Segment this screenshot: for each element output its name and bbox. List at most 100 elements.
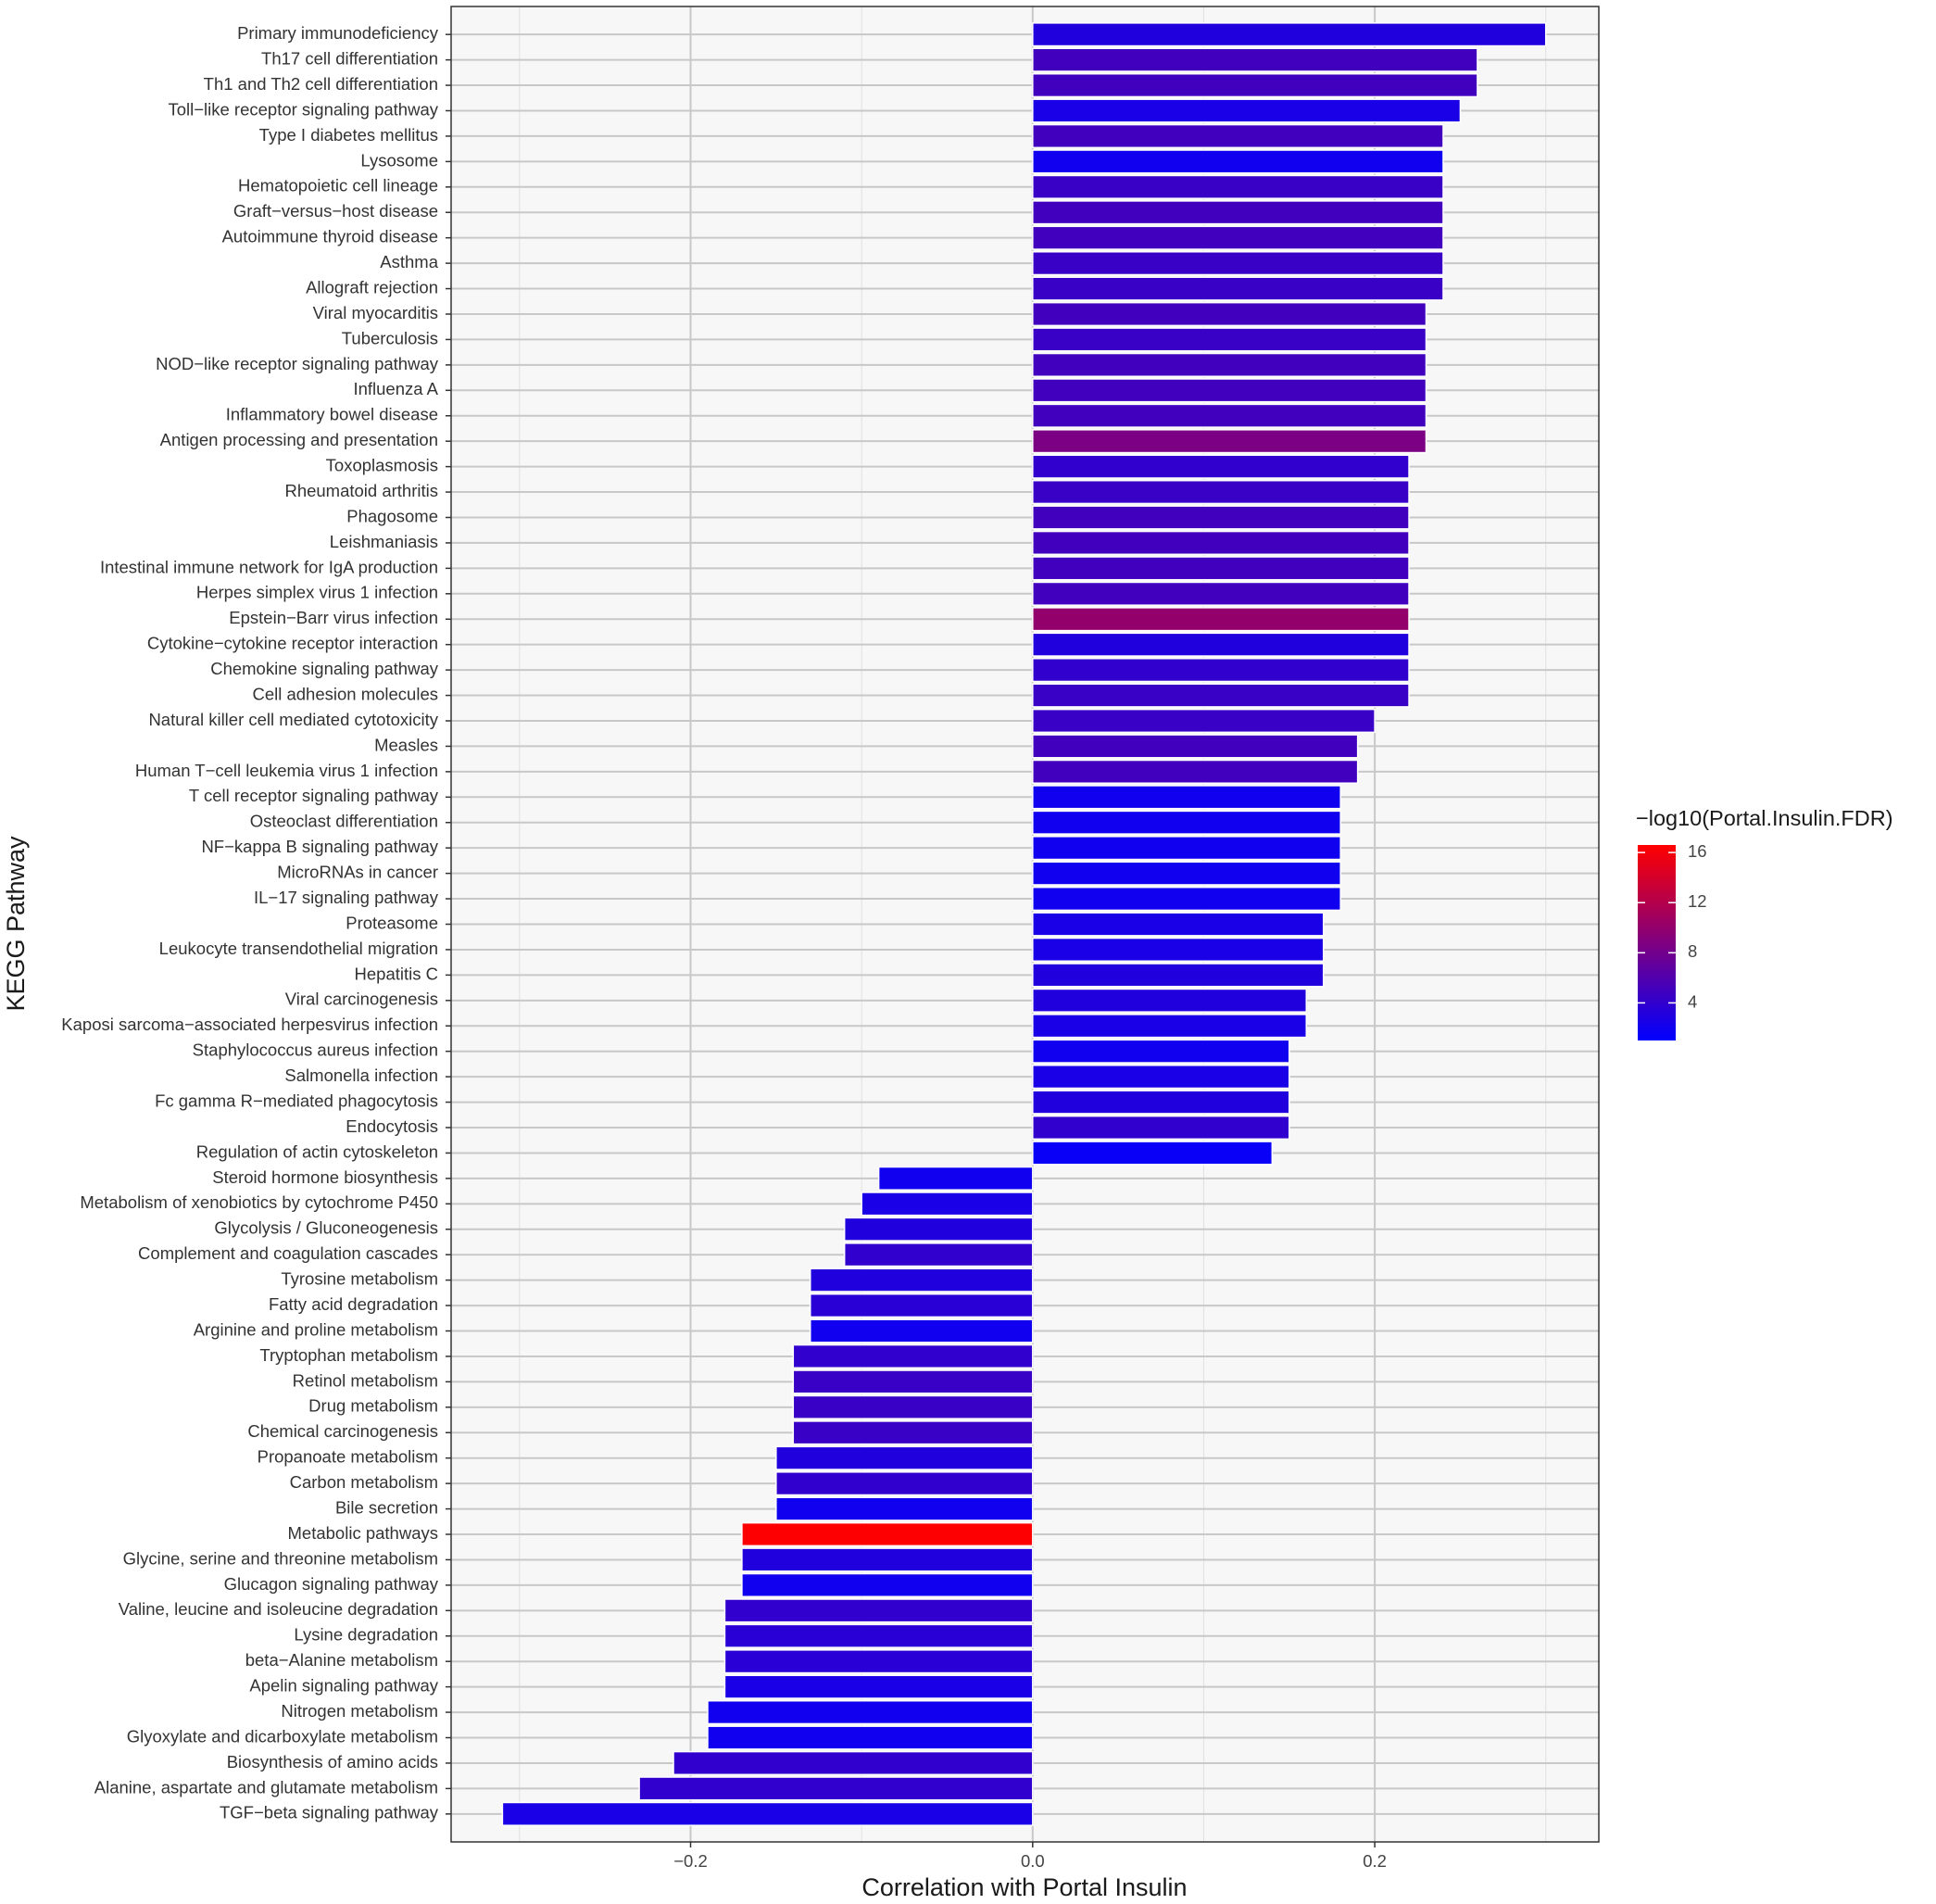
bar [1032,683,1410,708]
bar [1032,658,1410,683]
y-tick-label: Hematopoietic cell lineage [238,176,438,195]
bar [1032,988,1307,1013]
y-tick-label: Graft−versus−host disease [233,201,438,221]
colorbar-tick-label: 8 [1688,941,1697,961]
bar [843,1242,1034,1267]
bar [723,1674,1034,1699]
y-tick-label: Autoimmune thyroid disease [222,227,438,246]
bar [1032,225,1444,250]
y-tick-label: Bile secretion [335,1497,438,1517]
y-tick-label: Metabolism of xenobiotics by cytochrome … [80,1192,438,1212]
bar [1032,123,1444,149]
x-tick-label: 0.0 [1021,1851,1045,1871]
bar [810,1318,1034,1343]
colorbar [1638,845,1676,1040]
bar [1032,759,1359,784]
bar [1032,22,1547,47]
bar [1032,912,1325,937]
y-tick-label: Th1 and Th2 cell differentiation [204,74,438,94]
bar [723,1623,1034,1648]
y-tick-label: Alanine, aspartate and glutamate metabol… [94,1777,438,1797]
y-tick-label: Antigen processing and presentation [160,430,438,449]
bar [1032,708,1376,734]
bar [1032,632,1410,657]
bar [723,1649,1034,1674]
bar [1032,836,1341,861]
bar [1032,607,1410,632]
bar [843,1217,1034,1242]
y-tick-label: Carbon metabolism [290,1472,438,1492]
y-tick-label: Hepatitis C [355,964,438,983]
bar [1032,47,1478,72]
bar [1032,98,1462,123]
y-tick-label: Inflammatory bowel disease [226,405,438,424]
bar [1032,352,1427,377]
y-tick-label: Glucagon signaling pathway [224,1574,439,1594]
bar [1032,301,1427,327]
y-tick-label: Lysine degradation [294,1625,438,1645]
y-tick-label: Complement and coagulation cascades [138,1243,438,1263]
y-tick-label: Endocytosis [346,1116,438,1136]
y-tick-label: Staphylococcus aureus infection [193,1040,438,1060]
y-tick-label: Intestinal immune network for IgA produc… [100,557,438,576]
bar [1032,327,1427,352]
bar [775,1471,1034,1496]
y-tick-label: Measles [374,735,438,754]
y-tick-label: Glycolysis / Gluconeogenesis [214,1218,438,1238]
legend-title: −log10(Portal.Insulin.FDR) [1636,806,1893,830]
bar [1032,72,1478,98]
y-tick-label: Propanoate metabolism [258,1447,438,1467]
y-tick-label: beta−Alanine metabolism [245,1650,438,1670]
bar [1032,886,1341,912]
y-tick-label: Glyoxylate and dicarboxylate metabolism [127,1726,438,1746]
y-tick-label: Human T−cell leukemia virus 1 infection [135,761,438,780]
y-tick-label: Leishmaniasis [330,532,438,551]
bar [501,1801,1034,1826]
bar [1032,530,1410,556]
y-tick-label: Lysosome [360,150,438,170]
y-tick-label: T cell receptor signaling pathway [189,786,439,805]
bar [1032,200,1444,225]
bar [1032,556,1410,581]
bar [1032,251,1444,276]
y-tick-label: NOD−like receptor signaling pathway [156,354,439,373]
bar [1032,378,1427,403]
bar [861,1192,1034,1217]
y-tick-label: Retinol metabolism [293,1370,438,1390]
y-tick-label: Phagosome [346,506,438,525]
colorbar-tick-label: 4 [1688,991,1697,1011]
y-tick-label: Nitrogen metabolism [281,1701,438,1721]
y-tick-label: TGF−beta signaling pathway [220,1803,439,1822]
y-tick-label: Viral myocarditis [313,303,438,322]
bar [1032,785,1341,810]
bar [1032,403,1427,428]
bar [1032,276,1444,301]
bar [792,1420,1034,1445]
bar [673,1750,1034,1776]
bar [810,1267,1034,1292]
y-tick-label: Kaposi sarcoma−associated herpesvirus in… [61,1015,438,1034]
y-tick-label: Natural killer cell mediated cytotoxicit… [148,710,438,729]
bar [1032,810,1341,835]
y-tick-label: Glycine, serine and threonine metabolism [123,1548,438,1568]
bar [707,1725,1034,1750]
y-tick-label: Chemical carcinogenesis [247,1421,438,1441]
bar [792,1343,1034,1369]
bar [1032,1065,1290,1090]
y-tick-label: Cell adhesion molecules [252,684,438,703]
y-tick-label: Epstein−Barr virus infection [229,608,438,627]
y-tick-label: Allograft rejection [306,277,438,296]
y-tick-label: Toxoplasmosis [326,456,438,475]
bar [810,1292,1034,1318]
y-tick-label: Primary immunodeficiency [237,23,439,43]
y-tick-label: Leukocyte transendothelial migration [159,939,438,958]
colorbar-tick-label: 12 [1688,891,1707,911]
bar [1032,963,1325,988]
bar [1032,861,1341,886]
bar [1032,1014,1307,1039]
y-tick-label: Arginine and proline metabolism [194,1319,438,1339]
bar [1032,1115,1290,1141]
bar [775,1496,1034,1521]
y-tick-label: Valine, leucine and isoleucine degradati… [119,1599,438,1619]
